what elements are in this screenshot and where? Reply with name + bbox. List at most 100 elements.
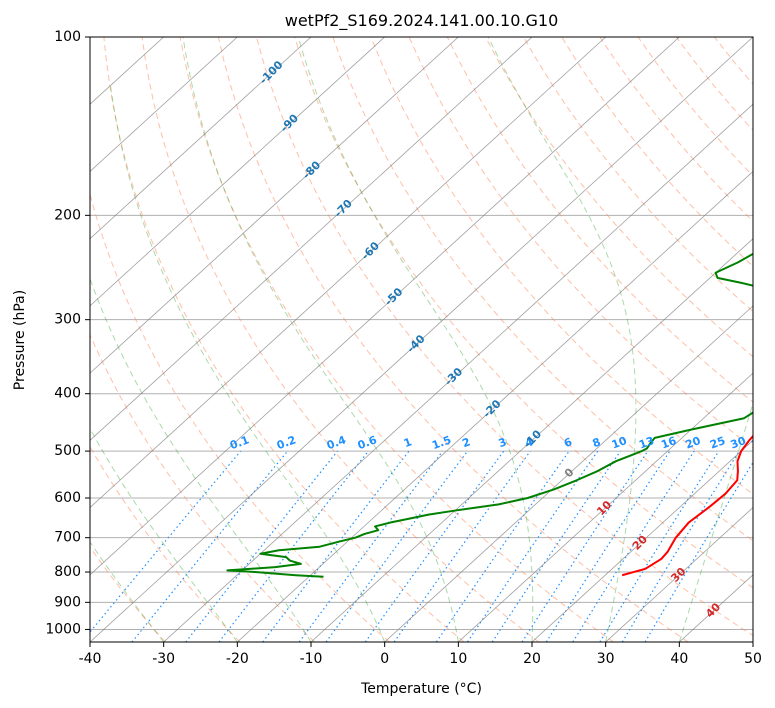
mixing-ratio-label: 1.5 <box>430 433 453 452</box>
mixing-ratio-line <box>572 450 695 642</box>
isotherm-line <box>90 37 753 642</box>
isotherm-line <box>90 37 459 374</box>
isotherm-line <box>310 238 753 642</box>
temperature-profile <box>621 434 753 577</box>
pressure-grid <box>90 37 753 630</box>
mixing-ratio-line <box>491 450 621 642</box>
mixing-ratio-label: 2 <box>461 435 473 450</box>
mixing-ratio-label: 20 <box>684 434 703 452</box>
moist-adiabat-line <box>678 401 753 642</box>
x-tick-label: -20 <box>226 651 249 667</box>
mixing-ratio-label: 36 <box>749 434 768 452</box>
y-axis-label: Pressure (hPa) <box>12 290 28 390</box>
mixing-ratio-label: 0.1 <box>228 433 251 452</box>
dry-adiabat-line <box>90 192 390 642</box>
y-tick-label: 700 <box>54 530 81 546</box>
y-tick-label: 500 <box>54 443 81 459</box>
moist-adiabats <box>90 37 753 642</box>
y-tick-label: 900 <box>54 594 81 610</box>
x-tick-label: 40 <box>670 651 688 667</box>
dry-adiabat-line <box>446 37 753 403</box>
skewed-isotherms <box>90 37 753 642</box>
x-tick-label: 20 <box>523 651 541 667</box>
mixing-ratio-label: 1 <box>402 435 414 450</box>
moist-adiabat-line <box>182 37 459 642</box>
x-axis: -40 -30 -20 -10 0 10 20 30 40 50 <box>79 642 762 667</box>
mixing-ratio-line <box>467 450 599 642</box>
isopleth-labels: 0.10.20.40.611.52346810131620253036-100-… <box>228 58 768 620</box>
y-tick-label: 400 <box>54 386 81 402</box>
isotherm-line <box>605 507 753 642</box>
y-tick-label: 200 <box>54 207 81 223</box>
profiles <box>226 252 753 578</box>
dry-adiabat-line <box>103 37 465 642</box>
mixing-ratio-line <box>521 450 649 642</box>
y-tick-label: 300 <box>54 312 81 328</box>
mixing-ratio-line <box>393 450 531 642</box>
isotherm-line <box>90 37 312 240</box>
isotherm-line <box>163 103 753 642</box>
dry-adiabat-line <box>90 546 166 642</box>
dry-adiabat-line <box>255 37 753 637</box>
dry-adiabat-line <box>484 37 753 358</box>
y-tick-label: 1000 <box>45 621 81 637</box>
chart-title: wetPf2_S169.2024.141.00.10.G10 <box>285 11 559 31</box>
x-tick-label: -30 <box>152 651 175 667</box>
x-tick-label: -40 <box>79 651 102 667</box>
x-tick-label: 30 <box>597 651 615 667</box>
x-tick-label: -10 <box>300 651 323 667</box>
dry-adiabat-line <box>141 37 540 642</box>
mixing-ratio-line <box>599 450 720 642</box>
plot-frame <box>89 36 754 643</box>
dry-adiabat-line <box>217 37 689 642</box>
dewpoint-profile <box>226 252 753 578</box>
mixing-ratio-label: 0.6 <box>356 433 379 452</box>
y-tick-label: 100 <box>54 29 81 45</box>
mixing-ratio-label: 0.4 <box>325 433 348 452</box>
moist-adiabat-line <box>297 37 534 642</box>
mixing-ratio-line <box>185 450 339 642</box>
dry-adiabat-line <box>294 37 753 589</box>
dry-adiabat-line <box>332 37 753 542</box>
dry-adiabat-line <box>179 37 614 642</box>
moist-adiabat-line <box>487 37 637 642</box>
y-axis: 100 200 300 400 500 600 700 800 900 1000 <box>45 29 90 637</box>
x-axis-label: Temperature (°C) <box>360 681 482 697</box>
isotherm-line <box>531 439 753 642</box>
x-tick-label: 50 <box>744 651 762 667</box>
mixing-ratio-label: 25 <box>708 434 727 451</box>
isotherm-line <box>384 305 753 642</box>
mixing-ratio-line <box>545 450 671 642</box>
mixing-ratio-line <box>435 450 570 642</box>
moist-adiabat-line <box>90 427 238 642</box>
x-tick-label: 0 <box>380 651 389 667</box>
mixing-ratio-label: 30 <box>729 434 748 452</box>
plot-area: 0.10.20.40.611.52346810131620253036-100-… <box>90 37 768 642</box>
isotherm-line <box>458 372 753 642</box>
isotherm-line <box>90 37 680 576</box>
dry-adiabat-line <box>408 37 753 449</box>
moist-adiabat-line <box>109 83 386 642</box>
mixing-ratio-label: 0.2 <box>275 433 298 452</box>
mixing-ratio-label: 10 <box>610 434 629 452</box>
isotherm-line <box>90 37 533 441</box>
dry-adiabat-line <box>370 37 753 495</box>
mixing-ratio-label: 4 <box>523 435 535 450</box>
mixing-ratio-line <box>621 450 740 642</box>
isotherm-line <box>90 37 385 307</box>
y-tick-label: 600 <box>54 490 81 506</box>
dry-adiabats <box>90 37 753 642</box>
mixing-ratio-label: 6 <box>562 435 574 450</box>
isotherm-line <box>90 37 238 172</box>
isotherm-line <box>237 170 753 642</box>
mixing-ratio-line <box>262 450 410 642</box>
y-tick-label: 800 <box>54 564 81 580</box>
mixing-ratio-label: 8 <box>591 435 603 450</box>
mixing-ratio-label: 16 <box>659 434 678 452</box>
isotherm-line <box>90 37 606 509</box>
mixing-ratio-label: 13 <box>637 434 656 451</box>
x-tick-label: 10 <box>449 651 467 667</box>
dry-adiabat-line <box>523 37 753 313</box>
